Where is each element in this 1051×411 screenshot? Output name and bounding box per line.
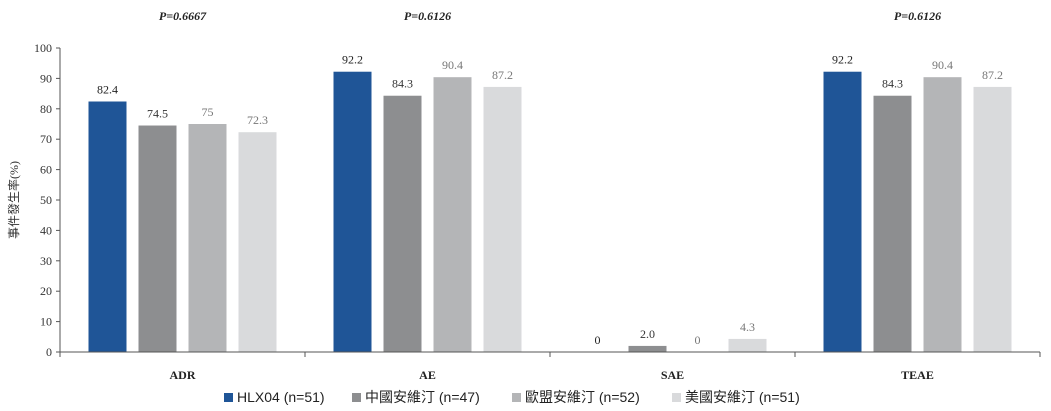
legend-swatch xyxy=(224,393,233,402)
y-tick-label: 70 xyxy=(40,132,52,146)
p-value-label: P=0.6126 xyxy=(894,9,941,23)
legend-label: 中國安維汀 (n=47) xyxy=(365,389,480,405)
bar xyxy=(483,86,522,353)
y-tick-label: 50 xyxy=(40,193,52,207)
category-label: AE xyxy=(419,368,436,382)
data-label-layer: 82.4 74.5 75 72.3 92.2 84.3 90.4 87.2 0 2.0 0 4.3 92… xyxy=(97,53,1003,347)
bar xyxy=(973,86,1012,353)
y-tick-layer: 0 10 20 30 40 50 60 70 80 90 100 xyxy=(34,41,60,359)
data-label: 74.5 xyxy=(147,107,168,121)
legend-label: 美國安維汀 (n=51) xyxy=(685,389,800,405)
data-label: 75 xyxy=(202,105,214,119)
legend-swatch xyxy=(352,393,361,402)
data-label: 92.2 xyxy=(342,53,363,67)
data-label: 2.0 xyxy=(640,327,655,341)
data-label: 90.4 xyxy=(932,58,953,72)
bar xyxy=(728,338,767,352)
y-tick-label: 0 xyxy=(46,345,52,359)
data-label: 84.3 xyxy=(882,77,903,91)
y-tick-label: 60 xyxy=(40,163,52,177)
bar xyxy=(873,95,912,352)
bar xyxy=(383,95,422,352)
p-value-layer: P=0.6667 P=0.6126 P=0.6126 xyxy=(159,9,941,23)
y-tick-label: 30 xyxy=(40,254,52,268)
y-tick-label: 100 xyxy=(34,41,52,55)
data-label: 0 xyxy=(695,333,701,347)
data-label: 0 xyxy=(595,333,601,347)
y-tick-label: 40 xyxy=(40,223,52,237)
data-label: 84.3 xyxy=(392,77,413,91)
bar xyxy=(823,71,862,352)
axis-layer xyxy=(59,48,1041,357)
p-value-label: P=0.6667 xyxy=(159,9,207,23)
y-tick-label: 90 xyxy=(40,71,52,85)
bar xyxy=(138,125,177,353)
data-label: 72.3 xyxy=(247,113,268,127)
bar xyxy=(333,71,372,352)
data-label: 87.2 xyxy=(492,68,513,82)
bar xyxy=(433,77,472,353)
legend-swatch xyxy=(512,393,521,402)
data-label: 90.4 xyxy=(442,58,463,72)
y-tick-label: 10 xyxy=(40,315,52,329)
y-tick-label: 80 xyxy=(40,102,52,116)
category-label-layer: ADR AE SAE TEAE xyxy=(170,368,934,382)
category-label: ADR xyxy=(170,368,196,382)
data-label: 87.2 xyxy=(982,68,1003,82)
legend: HLX04 (n=51) 中國安維汀 (n=47) 歐盟安維汀 (n=52) 美國安維… xyxy=(224,389,800,405)
bar xyxy=(238,132,277,352)
category-label: TEAE xyxy=(901,368,934,382)
p-value-label: P=0.6126 xyxy=(404,9,451,23)
bar xyxy=(628,345,667,352)
data-label: 92.2 xyxy=(832,53,853,67)
legend-label: HLX04 (n=51) xyxy=(237,389,325,405)
legend-label: 歐盟安維汀 (n=52) xyxy=(525,389,640,405)
bar xyxy=(188,124,227,352)
bar-layer xyxy=(88,71,1012,353)
y-tick-label: 20 xyxy=(40,284,52,298)
legend-swatch xyxy=(672,393,681,402)
category-label: SAE xyxy=(661,368,684,382)
bar xyxy=(88,101,127,352)
y-axis-label: 事件發生率(%) xyxy=(6,161,21,239)
data-label: 82.4 xyxy=(97,83,118,97)
bar xyxy=(923,77,962,353)
data-label: 4.3 xyxy=(740,320,755,334)
